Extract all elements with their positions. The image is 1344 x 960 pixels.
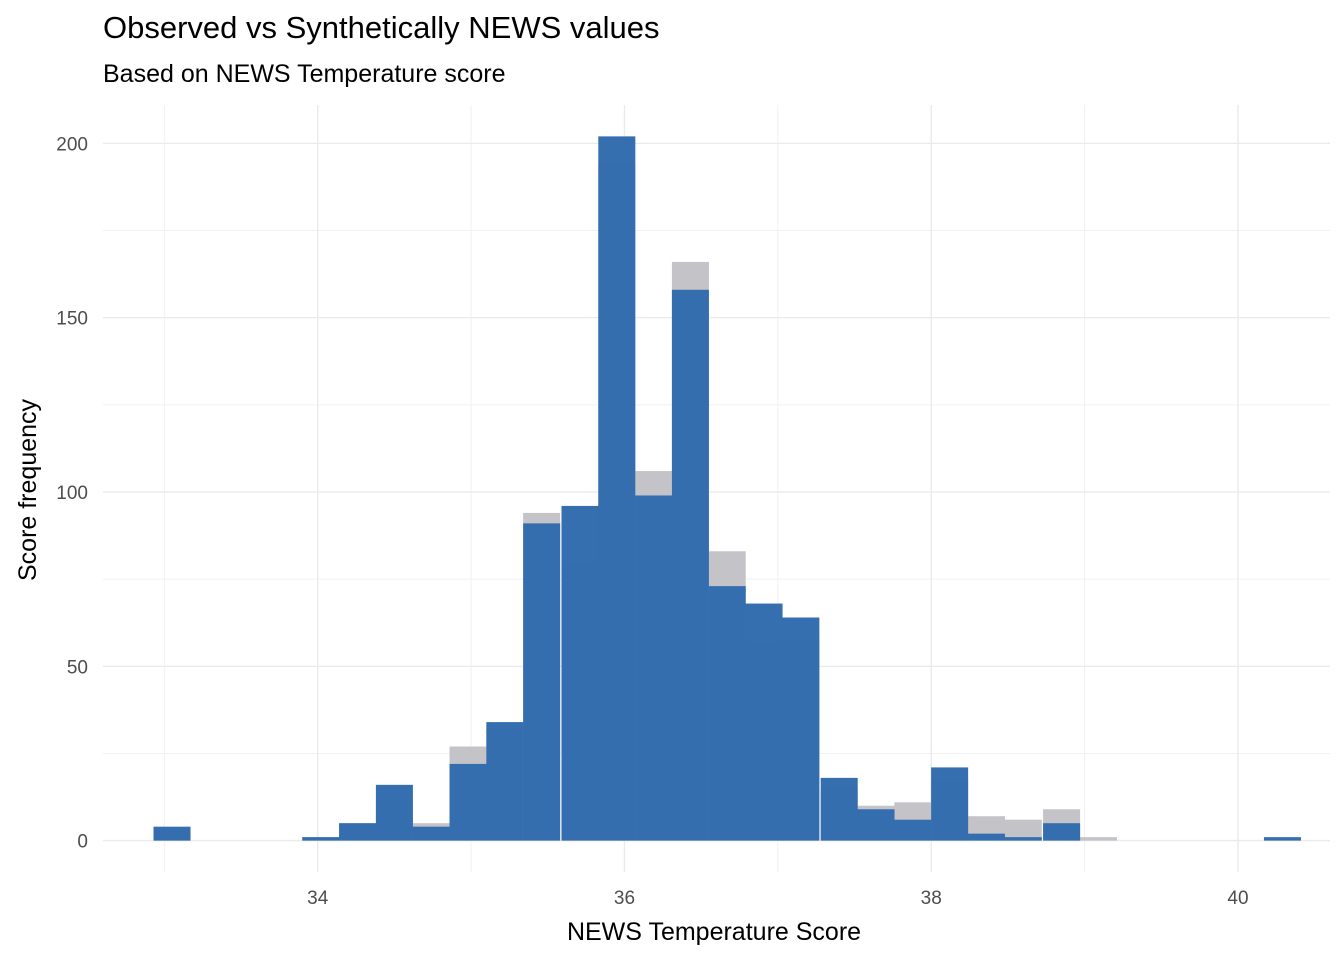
histogram-bar (523, 523, 561, 841)
histogram-bar (339, 823, 377, 841)
histogram-bar (894, 819, 932, 841)
histogram-bar (302, 837, 340, 841)
histogram-bar (857, 809, 895, 841)
histogram-bar (1043, 823, 1081, 841)
y-tick-label: 0 (77, 832, 88, 853)
histogram-bar (598, 136, 636, 841)
histogram-bar (486, 722, 524, 841)
y-tick-label: 100 (56, 483, 88, 504)
histogram-bar (708, 586, 746, 841)
histogram-bar (745, 603, 783, 841)
histogram-bar (1004, 819, 1042, 841)
x-tick-label: 36 (614, 888, 635, 909)
x-tick-label: 40 (1227, 888, 1248, 909)
y-tick-label: 200 (56, 134, 88, 155)
x-axis-title: NEWS Temperature Score (567, 918, 861, 946)
histogram-bar (449, 763, 487, 841)
histogram-bar (561, 505, 599, 841)
bars (153, 136, 1301, 841)
histogram-bar (931, 767, 969, 841)
y-tick-label: 150 (56, 309, 88, 330)
y-tick-label: 50 (67, 657, 88, 678)
x-tick-label: 38 (921, 888, 942, 909)
histogram-bar (1263, 837, 1301, 841)
histogram-bar (820, 777, 858, 841)
histogram-bar (635, 495, 673, 841)
histogram-bar (1004, 837, 1042, 841)
chart-title: Observed vs Synthetically NEWS values (103, 10, 660, 45)
histogram-bar (967, 833, 1005, 841)
y-axis-title: Score frequency (14, 398, 42, 581)
chart-subtitle: Based on NEWS Temperature score (103, 60, 506, 88)
histogram-bar (1079, 837, 1117, 841)
x-tick-label: 34 (307, 888, 329, 909)
histogram-bar (782, 617, 820, 841)
histogram-bar (412, 826, 450, 841)
histogram-bar (153, 826, 191, 841)
tick-labels: 34 36 38 40 0 50 100 150 200 (56, 134, 1248, 909)
histogram-bar (375, 784, 413, 841)
histogram-bar (671, 289, 709, 841)
